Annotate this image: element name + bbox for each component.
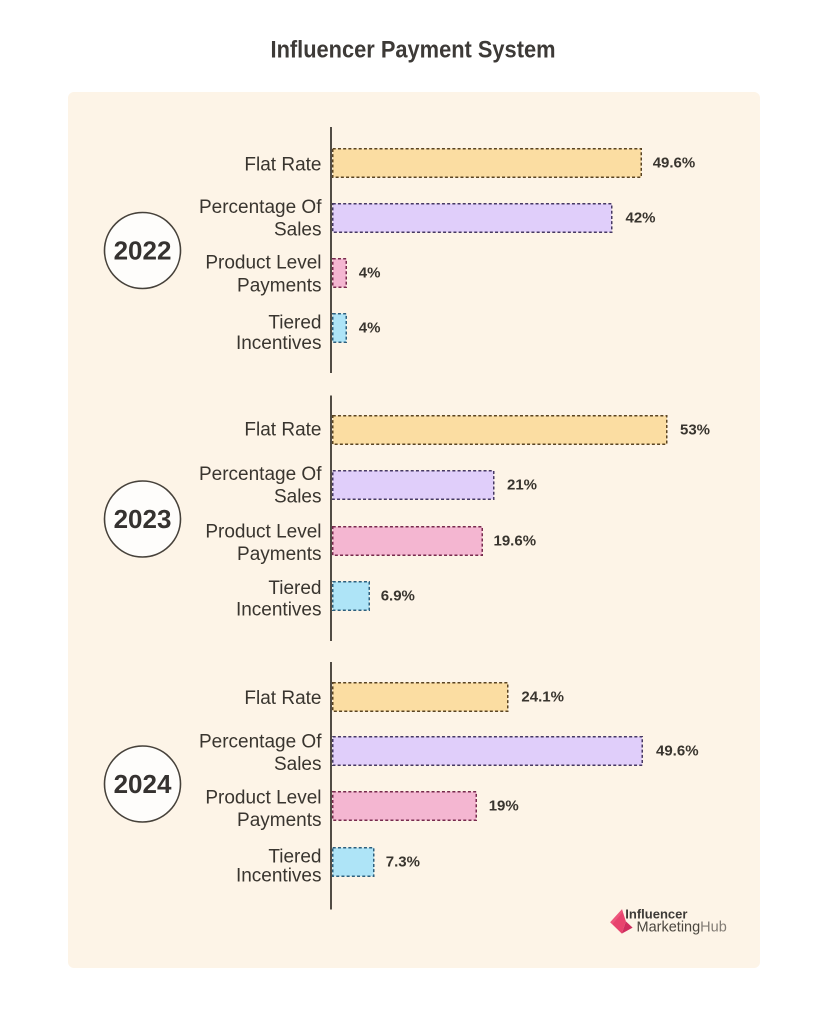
svg-text:Sales: Sales [274, 219, 322, 240]
svg-text:2023: 2023 [114, 504, 172, 534]
svg-text:Incentives: Incentives [236, 599, 322, 620]
svg-text:Percentage Of: Percentage Of [199, 464, 322, 485]
svg-text:Payments: Payments [237, 810, 321, 831]
svg-text:24.1%: 24.1% [521, 689, 564, 706]
svg-text:Payments: Payments [237, 275, 321, 296]
svg-text:49.6%: 49.6% [656, 743, 699, 760]
svg-text:2022: 2022 [114, 236, 172, 266]
svg-text:Product Level: Product Level [205, 252, 321, 273]
svg-text:Payments: Payments [237, 544, 321, 565]
svg-text:Tiered: Tiered [268, 846, 321, 867]
svg-text:Flat Rate: Flat Rate [244, 420, 321, 441]
svg-text:Flat Rate: Flat Rate [244, 688, 321, 709]
svg-text:7.3%: 7.3% [386, 854, 420, 871]
svg-text:Sales: Sales [274, 486, 322, 507]
svg-text:2024: 2024 [114, 769, 172, 799]
svg-text:Influencer Payment System: Influencer Payment System [271, 36, 556, 63]
svg-text:Tiered: Tiered [268, 578, 321, 599]
svg-text:Incentives: Incentives [236, 333, 322, 354]
svg-text:Flat Rate: Flat Rate [244, 154, 321, 175]
svg-text:Product Level: Product Level [205, 522, 321, 543]
svg-text:53%: 53% [680, 422, 710, 439]
svg-text:42%: 42% [626, 210, 656, 227]
svg-text:Tiered: Tiered [268, 313, 321, 334]
svg-text:4%: 4% [359, 320, 381, 337]
svg-text:Incentives: Incentives [236, 866, 322, 887]
svg-text:MarketingHub: MarketingHub [637, 920, 727, 936]
svg-text:21%: 21% [507, 477, 537, 494]
svg-text:Sales: Sales [274, 754, 322, 775]
svg-text:Influencer: Influencer [625, 906, 687, 921]
svg-text:4%: 4% [359, 265, 381, 282]
svg-text:Percentage Of: Percentage Of [199, 731, 322, 752]
svg-text:19%: 19% [489, 798, 519, 815]
svg-text:Product Level: Product Level [205, 787, 321, 808]
svg-text:Percentage Of: Percentage Of [199, 197, 322, 218]
svg-text:49.6%: 49.6% [653, 155, 696, 172]
svg-text:19.6%: 19.6% [494, 533, 537, 550]
svg-text:6.9%: 6.9% [381, 588, 415, 605]
